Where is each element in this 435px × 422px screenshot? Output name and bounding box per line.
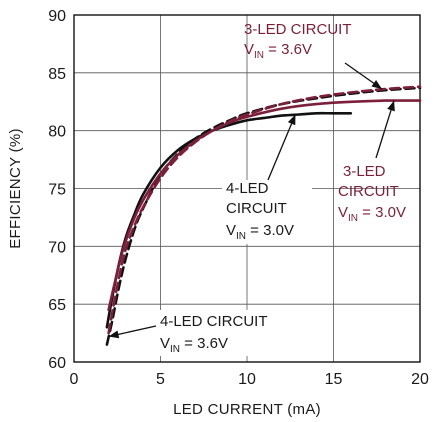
annotation-3led-3v6-line1: 3-LED CIRCUIT xyxy=(244,21,352,38)
x-tick-label: 20 xyxy=(411,371,429,388)
x-axis-label: LED CURRENT (mA) xyxy=(173,401,321,418)
y-tick-label: 85 xyxy=(48,66,66,83)
series-group xyxy=(105,85,422,346)
annotation-3led-3v0: 3-LED CIRCUIT VIN = 3.0V xyxy=(338,163,406,224)
annotation-3led-3v0-line2: CIRCUIT xyxy=(338,183,399,200)
y-tick-label: 60 xyxy=(48,355,66,372)
arrow-led4_30 xyxy=(267,114,297,181)
y-tick-label: 75 xyxy=(48,182,66,199)
annotation-4led-3v0-line2: CIRCUIT xyxy=(226,200,287,217)
y-tick-label: 90 xyxy=(48,8,66,25)
y-tick-label: 80 xyxy=(48,124,66,141)
plot-frame xyxy=(73,14,421,363)
annotation-4led-3v6-line2: VIN = 3.6V xyxy=(160,335,228,355)
y-axis-label: EFFICIENCY (%) xyxy=(7,128,24,249)
arrowhead-led4_30 xyxy=(287,114,296,126)
annotation-4led-3v0: 4-LED CIRCUIT VIN = 3.0V xyxy=(222,180,312,244)
x-tick-label: 5 xyxy=(156,371,165,388)
annotation-4led-3v0-line1: 4-LED xyxy=(226,180,269,197)
arrowhead-led4_36 xyxy=(108,330,120,339)
annotation-3led-3v0-line3: VIN = 3.0V xyxy=(338,204,406,224)
x-tick-label: 15 xyxy=(325,371,343,388)
annotation-3led-3v0-line1: 3-LED xyxy=(343,163,386,180)
x-tick-label: 0 xyxy=(70,371,79,388)
x-tick-label: 10 xyxy=(238,371,256,388)
annotation-arrows xyxy=(108,62,395,339)
annotation-3led-3v6: 3-LED CIRCUIT VIN = 3.6V xyxy=(244,21,352,61)
annotation-4led-3v0-line3: VIN = 3.0V xyxy=(226,222,294,242)
series-line-4 xyxy=(107,85,422,335)
tick-labels: 0 5 10 15 20 60 65 70 75 80 85 90 xyxy=(48,8,429,388)
arrowhead-led3_36 xyxy=(371,79,382,90)
annotation-3led-3v6-line2: VIN = 3.6V xyxy=(244,41,312,61)
y-tick-label: 70 xyxy=(48,239,66,256)
arrow-led3_30 xyxy=(375,100,395,159)
annotation-4led-3v6-line1: 4-LED CIRCUIT xyxy=(160,313,268,330)
y-tick-label: 65 xyxy=(48,297,66,314)
arrowhead-led3_30 xyxy=(387,100,395,112)
annotation-4led-3v6: 4-LED CIRCUIT VIN = 3.6V xyxy=(156,310,296,356)
